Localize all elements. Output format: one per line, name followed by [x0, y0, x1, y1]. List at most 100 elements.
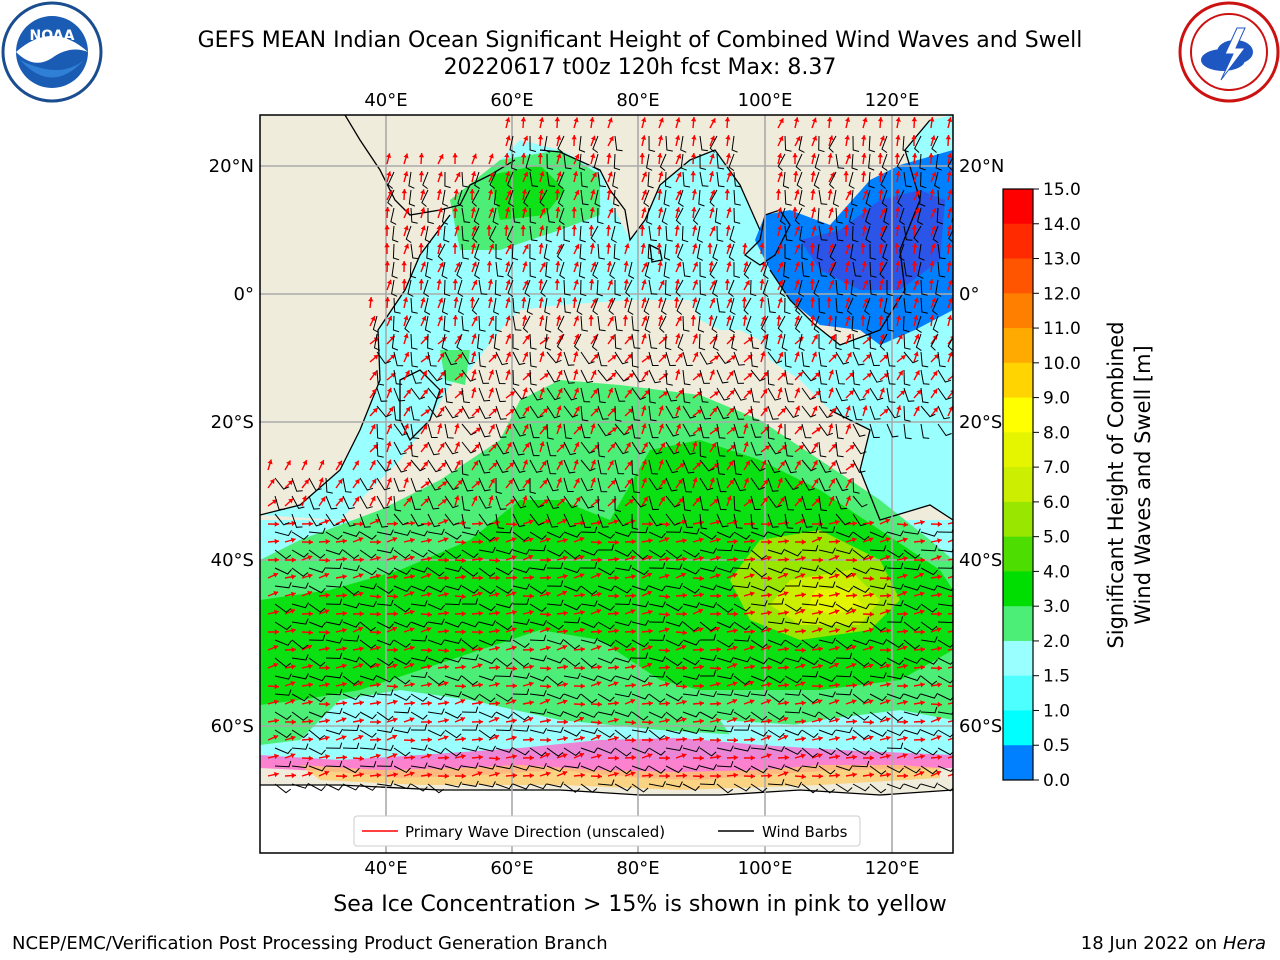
- wave-arrow-head: [488, 387, 494, 393]
- wind-barb: [556, 333, 565, 351]
- wave-arrow-head: [573, 279, 579, 285]
- wind-barb: [835, 333, 842, 351]
- wave-arrow-head: [505, 207, 511, 212]
- wave-arrow-head: [662, 391, 668, 397]
- wind-barb: [813, 171, 820, 190]
- wind-barb: [779, 279, 786, 298]
- wave-arrow-head: [574, 387, 580, 393]
- wave-arrow-head: [712, 407, 717, 413]
- wave-arrow-head: [274, 718, 279, 724]
- wind-barb: [852, 135, 860, 152]
- wind-barb: [682, 727, 700, 734]
- wave-arrow-head: [937, 682, 942, 688]
- wind-barb: [709, 135, 718, 153]
- wave-arrow-head: [920, 646, 925, 653]
- wind-barb: [393, 657, 411, 666]
- wave-arrow-head: [291, 557, 296, 563]
- wave-arrow-head: [409, 717, 415, 723]
- wave-arrow-head: [948, 406, 953, 411]
- wave-arrow-head: [631, 539, 636, 545]
- wave-arrow-head: [911, 225, 917, 230]
- wave-arrow-head: [563, 682, 568, 688]
- wind-barb: [750, 333, 759, 350]
- wind-barb: [682, 601, 700, 608]
- wind-barb: [393, 693, 411, 701]
- wind-barb: [614, 207, 622, 224]
- wind-barb: [665, 459, 679, 474]
- wind-barb: [410, 459, 426, 472]
- wind-barb: [291, 693, 309, 702]
- wind-barb: [512, 495, 527, 509]
- wind-barb: [799, 225, 806, 243]
- wave-arrow-head: [810, 297, 816, 302]
- wave-arrow-head: [954, 771, 959, 776]
- right-lat-label: 0°: [959, 284, 979, 305]
- wave-arrow-head: [903, 735, 908, 742]
- wave-arrow-head: [562, 644, 568, 650]
- wave-arrow-head: [308, 755, 313, 761]
- wind-barb: [614, 387, 626, 402]
- wave-arrow-head: [798, 480, 804, 486]
- wave-arrow-head: [426, 573, 432, 578]
- wave-arrow-head: [845, 261, 851, 267]
- wind-barb: [643, 189, 650, 208]
- wind-barb: [760, 315, 769, 333]
- wind-barb: [393, 529, 411, 536]
- wind-barb: [478, 405, 492, 420]
- wind-barb: [393, 567, 411, 575]
- wind-barb: [544, 297, 551, 315]
- wave-arrow-head: [494, 716, 500, 722]
- wind-barb: [546, 153, 554, 170]
- footer-date-text: 18 Jun 2022 on: [1080, 933, 1218, 954]
- wave-arrow: [947, 539, 953, 543]
- footer-date: 18 Jun 2022 on Hera: [1081, 933, 1266, 954]
- wind-barb: [733, 441, 744, 457]
- wave-arrow-head: [886, 628, 891, 634]
- wave-arrow-head: [920, 519, 925, 526]
- wave-arrow-head: [579, 573, 585, 579]
- wave-arrow-head: [883, 354, 889, 360]
- wind-barb: [325, 672, 343, 679]
- wind-barb: [903, 333, 911, 350]
- wave-arrow-head: [846, 153, 851, 159]
- wave-arrow-head: [590, 459, 596, 465]
- wave-arrow-head: [272, 499, 277, 505]
- wave-arrow-head: [563, 610, 568, 616]
- wind-barb: [816, 243, 823, 261]
- wind-barb: [699, 584, 717, 591]
- top-lon-label: 60°E: [490, 90, 533, 111]
- wind-barb: [444, 781, 462, 788]
- wave-arrow-head: [801, 555, 806, 561]
- wind-barb: [903, 261, 913, 277]
- wave-arrow-head: [307, 590, 313, 596]
- wave-arrow-head: [800, 681, 806, 687]
- wave-arrow-head: [410, 520, 415, 526]
- wind-barb: [427, 657, 446, 664]
- wave-arrow-head: [393, 683, 398, 690]
- wave-arrow-head: [914, 190, 920, 196]
- wave-arrow-head: [461, 683, 466, 689]
- wind-barb: [427, 208, 434, 225]
- wind-barb: [897, 189, 905, 207]
- wave-arrow-head: [454, 423, 460, 429]
- wave-arrow-head: [631, 629, 636, 635]
- wave-arrow-head: [614, 610, 619, 617]
- wave-arrow-head: [851, 608, 857, 614]
- wind-barb: [682, 477, 692, 493]
- wind-barb: [444, 405, 459, 419]
- wind-barb: [308, 783, 326, 792]
- wave-arrow-head: [811, 117, 817, 123]
- wave-arrow-head: [656, 225, 662, 230]
- wind-barb: [376, 567, 394, 576]
- wave-arrow-head: [512, 718, 517, 724]
- wave-arrow-head: [811, 225, 817, 231]
- wind-barb: [733, 562, 751, 570]
- wave-arrow-head: [784, 556, 789, 563]
- wave-arrow-head: [852, 682, 857, 689]
- wave-arrow-head: [490, 424, 495, 430]
- wind-barb: [410, 549, 428, 558]
- wave-arrow-head: [387, 423, 393, 429]
- wave-arrow-head: [834, 717, 840, 723]
- wind-barb: [393, 747, 411, 757]
- wind-barb: [733, 477, 746, 492]
